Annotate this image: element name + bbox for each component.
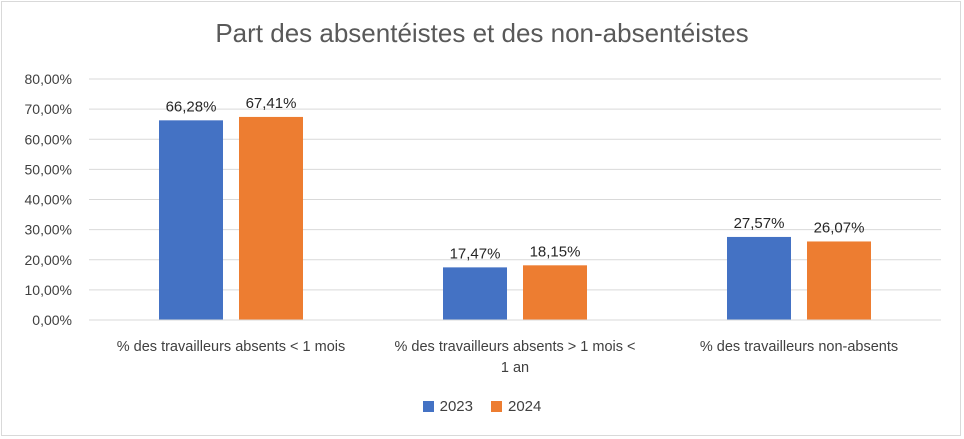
bar-2024-1 — [239, 116, 303, 321]
bar-2024-2 — [523, 265, 587, 320]
x-category-label: % des travailleurs non-absents — [700, 339, 898, 355]
legend: 2023 2024 — [0, 398, 964, 415]
legend-label-2024: 2024 — [508, 398, 542, 415]
data-label: 18,15% — [530, 243, 581, 260]
data-label: 67,41% — [246, 95, 297, 112]
legend-swatch-2023 — [422, 401, 434, 412]
x-category-label: 1 an — [501, 360, 529, 376]
data-label: 17,47% — [450, 245, 501, 262]
y-tick-label: 0,00% — [32, 312, 72, 328]
y-tick-label: 40,00% — [25, 192, 72, 208]
bar-2023-1 — [159, 120, 223, 320]
legend-swatch-2024 — [491, 401, 502, 412]
legend-label-2023: 2023 — [439, 398, 473, 415]
y-tick-label: 50,00% — [25, 161, 72, 177]
y-tick-label: 10,00% — [25, 282, 72, 298]
y-tick-label: 30,00% — [25, 222, 72, 238]
y-tick-label: 70,00% — [25, 101, 72, 117]
bar-2023-3 — [727, 236, 791, 320]
x-category-label: % des travailleurs absents > 1 mois < — [395, 339, 636, 355]
y-tick-label: 60,00% — [25, 131, 72, 147]
data-label: 66,28% — [166, 98, 217, 115]
y-tick-label: 20,00% — [25, 252, 72, 268]
bar-2024-3 — [807, 241, 871, 320]
data-label: 27,57% — [734, 215, 785, 232]
y-tick-label: 80,00% — [25, 71, 72, 87]
bar-2023-2 — [443, 267, 507, 320]
chart-title: Part des absentéistes et des non-absenté… — [215, 18, 749, 48]
legend-item-2023: 2023 — [422, 398, 473, 415]
x-category-label: % des travailleurs absents < 1 mois — [117, 339, 345, 355]
legend-item-2024: 2024 — [491, 398, 541, 415]
data-label: 26,07% — [814, 219, 865, 236]
